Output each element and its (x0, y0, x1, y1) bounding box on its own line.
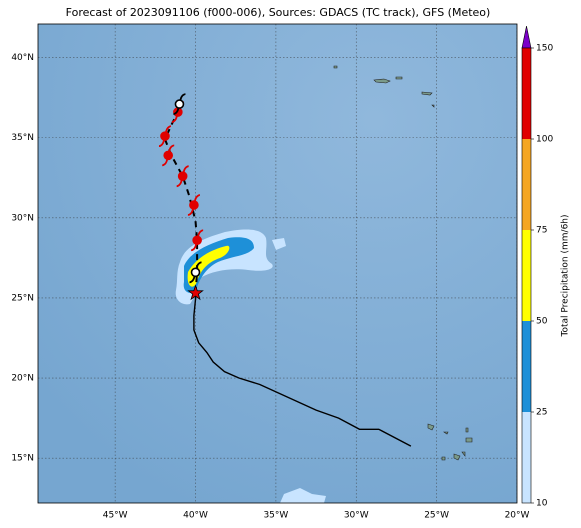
lon-tick-label: 25°W (424, 511, 449, 521)
storm-arm (187, 194, 201, 216)
ocean (38, 24, 517, 503)
storm-arm (158, 125, 172, 148)
storm-eye (174, 99, 185, 109)
storm-arm (191, 229, 204, 252)
colorbar-segment (522, 412, 531, 503)
colorbar-segment (522, 321, 531, 412)
colorbar-tick-label: 75 (536, 226, 547, 236)
lat-tick-label: 15°N (11, 454, 34, 464)
lat-tick-label: 35°N (11, 133, 34, 143)
storm-eye (192, 235, 202, 246)
current-position (187, 284, 204, 301)
lat-tick-label: 20°N (11, 374, 34, 384)
lon-tick-label: 45°W (103, 511, 128, 521)
storm-arm (173, 93, 186, 115)
lat-tick-label: 25°N (11, 293, 34, 303)
storm-symbol (158, 125, 172, 148)
colorbar-tick-label: 10 (536, 499, 548, 509)
precipitation (175, 65, 473, 503)
precip-heavy (187, 245, 230, 287)
colorbar-tick-label: 100 (536, 135, 553, 145)
islands (333, 65, 473, 461)
precip-moderate (183, 237, 254, 293)
precip-light (280, 488, 326, 503)
lon-tick-label: 20°W (505, 511, 530, 521)
colorbar-segment (522, 230, 531, 321)
lat-tick-label: 40°N (11, 53, 34, 63)
lat-tick-label: 30°N (11, 213, 34, 223)
storm-symbol (189, 261, 202, 284)
colorbar-extend (521, 25, 532, 49)
storm-symbol (173, 93, 186, 115)
colorbar-tick-label: 150 (536, 44, 553, 54)
colorbar-tick-label: 25 (536, 408, 547, 418)
map-frame (37, 23, 518, 504)
storm-symbol (191, 229, 204, 252)
title: Forecast of 2023091106 (f000-006), Sourc… (66, 6, 491, 19)
colorbar-label: Total Precipitation (mm/6h) (561, 214, 571, 337)
storm-arm (162, 144, 175, 167)
lon-tick-label: 30°W (344, 511, 369, 521)
storm-symbol (162, 144, 175, 167)
storm-eye (190, 267, 201, 278)
storm-eye (189, 200, 199, 210)
lon-tick-label: 40°W (183, 511, 208, 521)
colorbar-segment (522, 139, 531, 230)
storm-symbol (176, 165, 189, 188)
precip-light (272, 238, 286, 250)
storm-arm (189, 261, 202, 284)
storm-eye (177, 171, 188, 181)
past-track (193, 293, 412, 447)
storm-arm (176, 165, 189, 188)
storm-eye (163, 150, 173, 161)
colorbar-tick-label: 50 (536, 317, 548, 327)
storm-eye (160, 131, 170, 141)
lon-tick-label: 35°W (263, 511, 288, 521)
colorbar-frame (521, 47, 532, 504)
storm-symbol (187, 194, 201, 216)
colorbar-segment (522, 48, 531, 139)
